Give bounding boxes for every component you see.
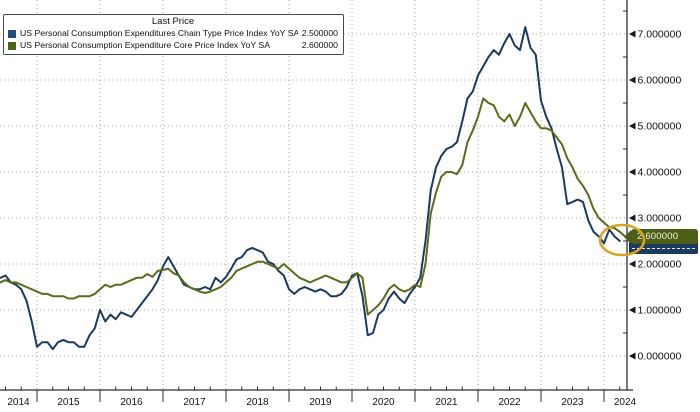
- y-axis-label: 6.000000: [638, 75, 682, 87]
- last-price-tag-headline: [629, 241, 698, 254]
- x-axis-label: 2021: [435, 397, 458, 408]
- y-axis-tick-arrow: [629, 122, 636, 130]
- last-price-tag-core-value: 2.600000: [637, 231, 679, 242]
- series-name-headline: US Personal Consumption Expenditures Cha…: [20, 28, 298, 38]
- series-line-pce-core: [0, 97, 626, 316]
- series-name-core: US Personal Consumption Expenditure Core…: [20, 39, 270, 50]
- series-line-pce-headline: [0, 26, 621, 351]
- x-axis-label: 2016: [120, 397, 143, 408]
- y-axis-tick-arrow: [629, 76, 636, 84]
- y-axis-label: 3.000000: [638, 213, 682, 225]
- y-axis-tick-arrow: [629, 214, 636, 222]
- x-axis-label: 2019: [309, 397, 332, 408]
- series-last-price-headline: 2.500000: [301, 28, 338, 38]
- y-axis-tick-arrow: [629, 260, 636, 268]
- y-axis-label: 2.000000: [638, 259, 682, 271]
- y-axis-tick-arrow: [629, 30, 636, 38]
- y-axis-label: 4.000000: [638, 167, 682, 179]
- y-axis-label: 5.000000: [638, 121, 682, 133]
- x-axis-label: 2018: [246, 397, 269, 408]
- legend-row-core[interactable]: US Personal Consumption Expenditure Core…: [8, 40, 338, 52]
- x-axis-label: 2017: [183, 397, 206, 408]
- x-axis-label: 2020: [372, 397, 395, 408]
- y-axis-tick-arrow: [629, 306, 636, 314]
- legend-title: Last Price: [151, 16, 195, 27]
- last-price-tag-core: 2.600000: [631, 229, 698, 244]
- y-axis-label: 1.000000: [638, 305, 682, 317]
- y-axis-tick-arrow: [629, 168, 636, 176]
- series-last-price-core: 2.600000: [301, 39, 338, 50]
- series-swatch-core: [8, 41, 16, 50]
- y-axis-label: 7.000000: [638, 29, 682, 41]
- x-axis-label: 2014: [7, 397, 30, 408]
- legend: Last Price US Personal Consumption Expen…: [3, 14, 344, 55]
- x-axis-label: 2022: [498, 397, 521, 408]
- y-axis-label: 0.000000: [638, 351, 682, 363]
- x-axis-label: 2015: [57, 397, 80, 408]
- legend-row-headline[interactable]: US Personal Consumption Expenditures Cha…: [8, 28, 338, 40]
- series-swatch-headline: [8, 30, 16, 39]
- y-axis-tick-arrow: [629, 352, 636, 360]
- x-axis-label: 2023: [561, 397, 584, 408]
- x-axis-label: 2024: [614, 397, 637, 408]
